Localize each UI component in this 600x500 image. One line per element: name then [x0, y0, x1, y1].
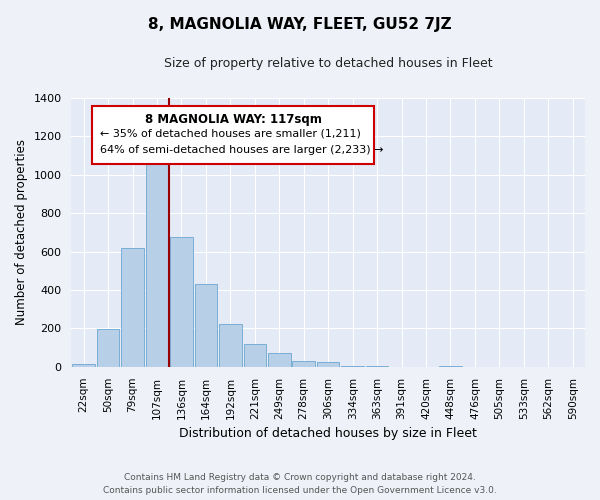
Bar — [292, 361, 315, 367]
Y-axis label: Number of detached properties: Number of detached properties — [15, 140, 28, 326]
Text: 8, MAGNOLIA WAY, FLEET, GU52 7JZ: 8, MAGNOLIA WAY, FLEET, GU52 7JZ — [148, 18, 452, 32]
X-axis label: Distribution of detached houses by size in Fleet: Distribution of detached houses by size … — [179, 427, 477, 440]
Bar — [439, 366, 462, 367]
Bar — [366, 366, 388, 367]
Bar — [194, 284, 217, 367]
Bar — [317, 362, 340, 367]
Bar — [121, 248, 144, 367]
Text: ← 35% of detached houses are smaller (1,211): ← 35% of detached houses are smaller (1,… — [100, 129, 361, 139]
Bar — [170, 237, 193, 367]
Text: Contains HM Land Registry data © Crown copyright and database right 2024.
Contai: Contains HM Land Registry data © Crown c… — [103, 474, 497, 495]
Bar — [341, 366, 364, 367]
Bar — [97, 330, 119, 367]
Bar — [268, 354, 290, 367]
Text: 8 MAGNOLIA WAY: 117sqm: 8 MAGNOLIA WAY: 117sqm — [145, 113, 322, 126]
Bar — [146, 154, 168, 367]
Title: Size of property relative to detached houses in Fleet: Size of property relative to detached ho… — [164, 58, 493, 70]
Bar — [244, 344, 266, 367]
FancyBboxPatch shape — [92, 106, 374, 164]
Text: 64% of semi-detached houses are larger (2,233) →: 64% of semi-detached houses are larger (… — [100, 145, 383, 155]
Bar — [73, 364, 95, 367]
Bar — [219, 324, 242, 367]
